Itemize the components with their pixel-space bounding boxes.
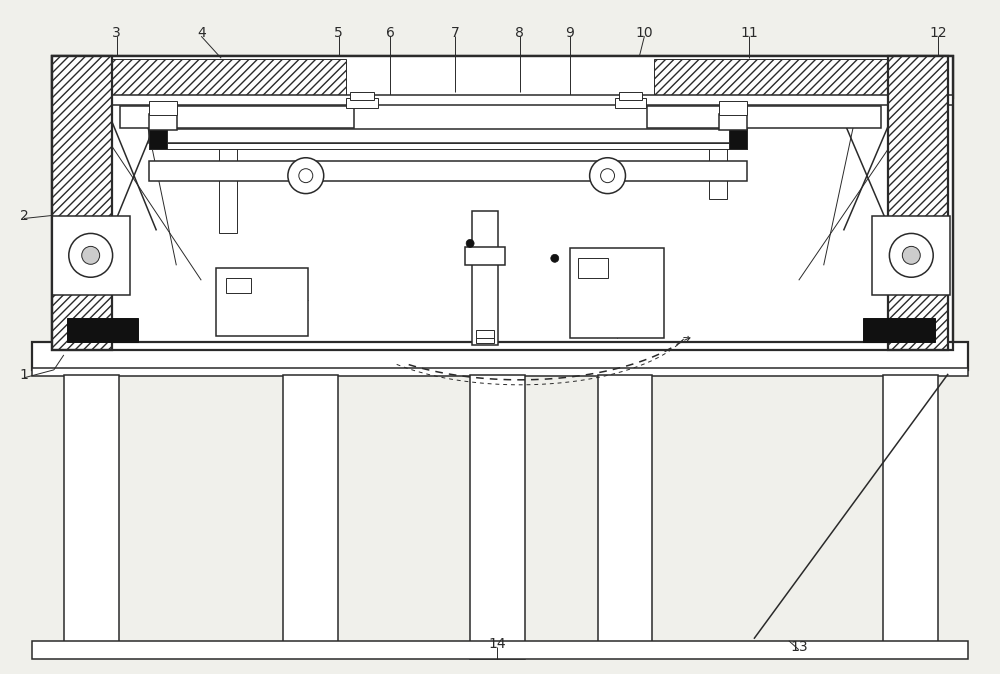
Circle shape [590, 158, 625, 193]
Circle shape [299, 168, 313, 183]
Bar [52, 56, 953, 98]
Text: 14: 14 [488, 637, 506, 650]
Bar [52, 56, 953, 350]
Bar [472, 210, 498, 345]
Bar [578, 258, 608, 278]
Bar [476, 338, 494, 343]
Text: 7: 7 [451, 26, 460, 40]
Bar [888, 56, 948, 350]
Bar [470, 375, 525, 658]
Bar [216, 268, 308, 336]
Bar [283, 375, 338, 648]
Bar [615, 98, 646, 108]
Text: 3: 3 [112, 26, 121, 40]
Bar [872, 216, 950, 295]
Bar [67, 318, 138, 342]
Bar [52, 56, 953, 350]
Bar [120, 106, 354, 128]
Bar [57, 59, 346, 95]
Text: 10: 10 [636, 26, 653, 40]
Bar [52, 95, 953, 105]
Bar [149, 129, 167, 149]
Text: 11: 11 [740, 26, 758, 40]
Bar [465, 247, 505, 266]
Text: 6: 6 [386, 26, 395, 40]
Bar [719, 101, 747, 115]
Bar [32, 368, 968, 376]
Bar [709, 129, 727, 199]
Bar [863, 318, 935, 342]
Circle shape [601, 168, 615, 183]
Bar [149, 143, 747, 149]
Circle shape [551, 254, 559, 262]
Bar [226, 278, 251, 293]
Bar [598, 375, 652, 648]
Bar [476, 330, 494, 340]
Bar [719, 114, 747, 130]
Bar [52, 216, 130, 295]
Text: 12: 12 [929, 26, 947, 40]
Text: 1: 1 [20, 368, 28, 382]
Text: 5: 5 [334, 26, 343, 40]
Bar [654, 59, 901, 95]
Text: 9: 9 [565, 26, 574, 40]
Text: 8: 8 [515, 26, 524, 40]
Bar [32, 342, 968, 370]
Circle shape [889, 233, 933, 277]
Circle shape [466, 239, 474, 247]
Circle shape [288, 158, 324, 193]
Circle shape [69, 233, 113, 277]
Bar [149, 160, 747, 181]
Bar [64, 375, 119, 648]
Bar [350, 92, 374, 100]
Text: 2: 2 [20, 208, 28, 222]
Bar [346, 98, 378, 108]
Text: 4: 4 [197, 26, 206, 40]
Text: 13: 13 [790, 640, 808, 654]
Bar [52, 56, 112, 350]
Bar [570, 248, 664, 338]
Bar [619, 92, 642, 100]
Bar [149, 101, 177, 115]
Bar [149, 129, 747, 143]
Bar [647, 106, 881, 128]
Circle shape [902, 247, 920, 264]
Bar [219, 129, 237, 233]
Bar [149, 114, 177, 130]
Bar [883, 375, 938, 648]
Circle shape [82, 247, 100, 264]
Bar [32, 641, 968, 658]
Bar [729, 129, 747, 149]
